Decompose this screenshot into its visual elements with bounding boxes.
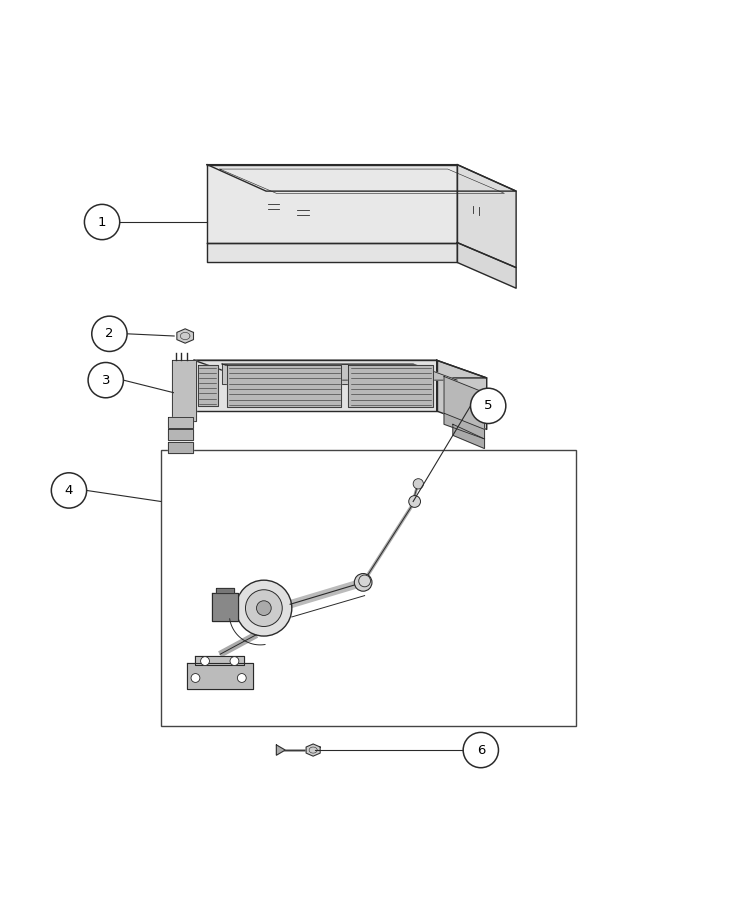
Circle shape xyxy=(230,657,239,665)
Circle shape xyxy=(236,580,292,636)
Polygon shape xyxy=(222,364,457,380)
Polygon shape xyxy=(172,359,196,420)
Circle shape xyxy=(84,204,120,239)
Circle shape xyxy=(51,472,87,508)
Circle shape xyxy=(245,590,282,626)
Polygon shape xyxy=(207,243,457,263)
Circle shape xyxy=(471,388,506,424)
Circle shape xyxy=(201,657,210,665)
Polygon shape xyxy=(216,589,234,593)
Polygon shape xyxy=(194,360,487,378)
Polygon shape xyxy=(168,429,193,440)
Circle shape xyxy=(359,575,370,587)
Circle shape xyxy=(237,673,246,682)
Polygon shape xyxy=(196,656,244,665)
Circle shape xyxy=(413,479,423,489)
Circle shape xyxy=(409,496,420,508)
Polygon shape xyxy=(213,593,238,621)
Polygon shape xyxy=(436,360,487,429)
Circle shape xyxy=(354,573,372,591)
Polygon shape xyxy=(457,243,516,288)
Polygon shape xyxy=(276,745,285,755)
Polygon shape xyxy=(168,417,193,428)
Polygon shape xyxy=(198,365,218,406)
Polygon shape xyxy=(194,360,436,411)
Polygon shape xyxy=(227,365,341,408)
Text: 5: 5 xyxy=(484,400,493,412)
Polygon shape xyxy=(168,442,193,453)
Polygon shape xyxy=(187,663,253,689)
Text: 2: 2 xyxy=(105,328,113,340)
Circle shape xyxy=(191,673,200,682)
Text: 4: 4 xyxy=(64,484,73,497)
Bar xyxy=(161,450,576,725)
Polygon shape xyxy=(177,328,193,343)
Circle shape xyxy=(256,601,271,616)
Circle shape xyxy=(463,733,499,768)
Polygon shape xyxy=(222,364,413,383)
Polygon shape xyxy=(348,365,433,408)
Polygon shape xyxy=(306,744,320,756)
Polygon shape xyxy=(457,165,516,267)
Text: 1: 1 xyxy=(98,215,106,229)
Text: 6: 6 xyxy=(476,743,485,757)
Circle shape xyxy=(92,316,127,352)
Polygon shape xyxy=(444,413,485,439)
Polygon shape xyxy=(207,165,516,191)
Polygon shape xyxy=(453,424,485,448)
Text: 3: 3 xyxy=(102,374,110,387)
Circle shape xyxy=(88,363,124,398)
Polygon shape xyxy=(444,376,485,429)
Polygon shape xyxy=(207,165,457,243)
